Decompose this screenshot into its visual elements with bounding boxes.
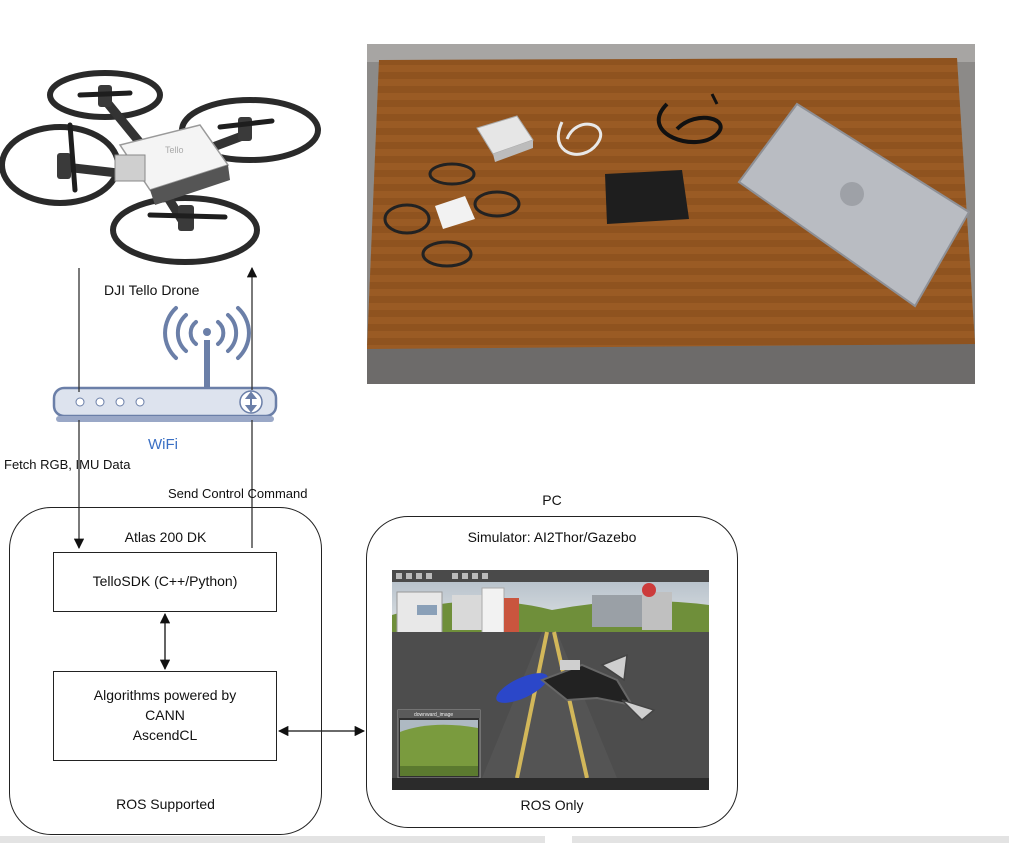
inset-window-title: downward_image [414, 712, 453, 718]
algorithms-box [53, 671, 277, 761]
drone-label: DJI Tello Drone [104, 282, 200, 298]
bottom-strip [0, 836, 545, 843]
router-icon [52, 306, 278, 422]
tellosdk-box [53, 552, 277, 612]
pc-title: Simulator: AI2Thor/Gazebo [467, 529, 637, 545]
algorithms-line-3: AscendCL [132, 727, 198, 743]
pc-footer: ROS Only [520, 797, 584, 813]
atlas-footer: ROS Supported [116, 796, 215, 812]
fetch-label: Fetch RGB, IMU Data [4, 457, 131, 472]
pc-container [366, 516, 738, 828]
desk-photo [367, 44, 975, 384]
atlas-title: Atlas 200 DK [124, 529, 207, 545]
pc-header: PC [542, 492, 562, 508]
algorithms-line-1: Algorithms powered by [93, 687, 237, 703]
atlas-container [9, 507, 322, 835]
wifi-label: WiFi [148, 436, 178, 453]
drone-image: Tello [0, 70, 321, 265]
send-label: Send Control Command [168, 486, 308, 501]
wifi-signal-icon [163, 306, 251, 360]
bottom-strip-right [572, 836, 1009, 843]
algorithms-line-2: CANN [145, 707, 185, 723]
drone-brand-text: Tello [165, 145, 184, 155]
simulator-screenshot: downward_image [392, 570, 709, 790]
tellosdk-label: TelloSDK (C++/Python) [92, 573, 238, 589]
